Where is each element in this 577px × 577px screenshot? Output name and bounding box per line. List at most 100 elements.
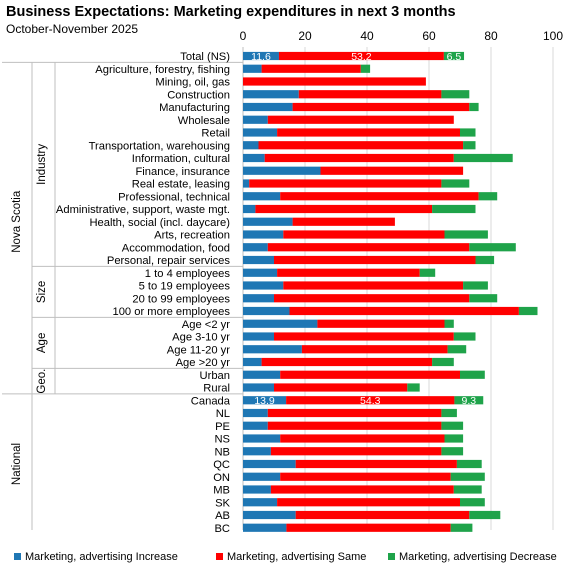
bar-increase bbox=[243, 472, 281, 481]
category-label: Construction bbox=[167, 89, 230, 101]
bar-increase bbox=[243, 192, 281, 201]
bar-decrease bbox=[456, 459, 482, 469]
bar-increase bbox=[243, 230, 284, 239]
bar-decrease bbox=[478, 192, 498, 201]
bar-same bbox=[267, 243, 470, 252]
bar-same bbox=[280, 370, 460, 379]
bar-decrease bbox=[444, 230, 488, 239]
subgroup-label-industry: Industry bbox=[36, 144, 48, 185]
bar-same bbox=[289, 306, 519, 316]
category-label: Personal, repair services bbox=[107, 255, 231, 267]
category-label: Age 11-20 yr bbox=[167, 344, 230, 356]
category-label: 5 to 19 employees bbox=[139, 281, 231, 293]
x-tick-label: 100 bbox=[543, 29, 563, 43]
bar-decrease bbox=[518, 306, 538, 316]
bar-same bbox=[249, 179, 442, 188]
category-label: Real estate, leasing bbox=[132, 179, 230, 191]
category-label: Agriculture, forestry, fishing bbox=[95, 64, 230, 76]
bar-same bbox=[280, 434, 445, 443]
category-label: SK bbox=[215, 497, 230, 509]
group-label-nova-scotia: Nova Scotia bbox=[11, 190, 23, 253]
bar-same bbox=[267, 421, 442, 430]
bar-decrease bbox=[450, 472, 485, 481]
legend-item-increase: Marketing, advertising Increase bbox=[14, 551, 178, 563]
bar-same bbox=[286, 396, 455, 405]
category-label: Information, cultural bbox=[132, 153, 230, 165]
bar-increase bbox=[243, 255, 274, 265]
bar-increase bbox=[243, 396, 287, 405]
bar-decrease bbox=[407, 383, 420, 392]
bar-decrease bbox=[444, 319, 454, 328]
bar-decrease bbox=[453, 332, 476, 341]
category-label: Wholesale bbox=[178, 115, 230, 127]
category-label: AB bbox=[215, 510, 230, 522]
bar-same bbox=[283, 281, 464, 290]
category-label: Arts, recreation bbox=[154, 230, 230, 242]
bar-decrease bbox=[463, 281, 488, 290]
bar-decrease bbox=[432, 357, 454, 367]
bar-increase bbox=[243, 128, 278, 137]
bar-same bbox=[277, 268, 420, 277]
bar-increase bbox=[243, 281, 284, 290]
subgroup-label-size: Size bbox=[36, 281, 48, 303]
bar-same bbox=[295, 510, 470, 520]
bar-increase bbox=[243, 217, 293, 226]
bar-same bbox=[261, 64, 361, 73]
bar-same bbox=[286, 523, 451, 532]
bar-same bbox=[295, 459, 457, 469]
bar-decrease bbox=[460, 370, 485, 379]
bar-increase bbox=[243, 421, 268, 430]
category-label: Age >20 yr bbox=[176, 357, 231, 369]
legend-swatch-decrease bbox=[388, 552, 395, 560]
bar-same bbox=[317, 319, 445, 328]
bar-decrease bbox=[469, 510, 501, 520]
category-label: Age 3-10 yr bbox=[172, 332, 230, 344]
bar-same bbox=[255, 204, 433, 214]
bar-increase bbox=[243, 510, 296, 520]
bar-decrease bbox=[469, 294, 498, 303]
category-label: Administrative, support, waste mgt. bbox=[56, 204, 230, 216]
x-tick-label: 0 bbox=[240, 29, 247, 43]
bar-same bbox=[243, 77, 426, 86]
bar-same bbox=[292, 102, 470, 112]
category-label: Finance, insurance bbox=[135, 166, 230, 178]
x-tick-label: 20 bbox=[298, 29, 312, 43]
bar-same bbox=[280, 472, 451, 481]
bar-increase bbox=[243, 306, 290, 316]
legend-label-increase: Marketing, advertising Increase bbox=[25, 551, 178, 563]
legend-label-same: Marketing, advertising Same bbox=[227, 551, 367, 563]
category-label: 20 to 99 employees bbox=[132, 293, 230, 305]
category-label: Canada bbox=[191, 395, 231, 407]
data-label-decrease: 6.5 bbox=[447, 51, 462, 63]
bar-decrease bbox=[443, 51, 465, 61]
bar-increase bbox=[243, 345, 302, 354]
category-label: Rural bbox=[203, 383, 230, 395]
bar-increase bbox=[243, 498, 278, 507]
category-label: 100 or more employees bbox=[112, 306, 230, 318]
bar-increase bbox=[243, 204, 256, 214]
bar-increase bbox=[243, 319, 318, 328]
bar-same bbox=[267, 115, 454, 124]
bar-decrease bbox=[469, 102, 479, 112]
category-label: PE bbox=[215, 421, 230, 433]
x-tick-label: 40 bbox=[360, 29, 374, 43]
bar-increase bbox=[243, 115, 268, 124]
bar-increase bbox=[243, 268, 278, 277]
bar-decrease bbox=[463, 141, 476, 150]
bar-decrease bbox=[441, 447, 464, 456]
bar-same bbox=[270, 485, 454, 494]
bar-increase bbox=[243, 370, 281, 379]
bar-increase bbox=[243, 243, 268, 252]
x-tick-label: 80 bbox=[484, 29, 498, 43]
bar-decrease bbox=[441, 421, 464, 430]
bar-same bbox=[292, 217, 395, 226]
category-label: Total (NS) bbox=[180, 51, 230, 63]
bar-same bbox=[274, 383, 408, 392]
bar-decrease bbox=[432, 204, 476, 214]
legend-swatch-same bbox=[216, 552, 223, 560]
bar-same bbox=[277, 128, 460, 137]
legend-label-decrease: Marketing, advertising Decrease bbox=[399, 551, 557, 563]
category-label: Manufacturing bbox=[159, 102, 230, 114]
bar-decrease bbox=[460, 128, 476, 137]
